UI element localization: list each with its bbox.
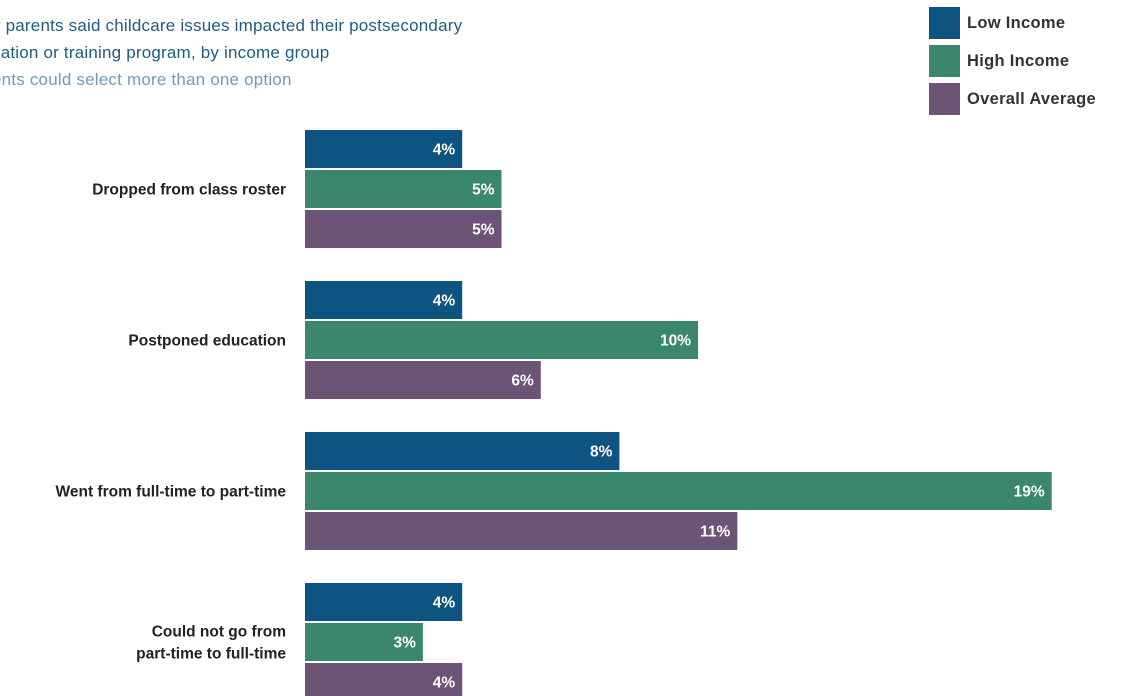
category-label-postponed-education: Postponed education xyxy=(128,333,286,350)
data-label-low-income-dropped-from-class-roster: 4% xyxy=(433,142,456,159)
legend-swatch-overall-average xyxy=(929,83,960,115)
data-label-high-income-dropped-from-class-roster: 5% xyxy=(472,182,495,199)
category-label-dropped-from-class-roster: Dropped from class roster xyxy=(92,182,286,199)
data-label-high-income-postponed-education: 10% xyxy=(660,333,691,350)
data-label-overall-average-dropped-from-class-roster: 5% xyxy=(472,222,495,239)
bar-low-income-could-not-go-from-part-time-to-full-time xyxy=(305,583,463,621)
legend-item-overall-average: Overall Average xyxy=(929,83,1096,115)
bar-high-income-dropped-from-class-roster xyxy=(305,170,502,208)
chart-title-line-2: cation or training program, by income gr… xyxy=(0,43,330,62)
bar-overall-average-could-not-go-from-part-time-to-full-time xyxy=(305,663,463,696)
category-label-could-not-go-from-part-time-to-full-time-line-1: Could not go from xyxy=(152,624,286,641)
data-label-overall-average-went-from-full-time-to-part-time: 11% xyxy=(700,524,730,541)
data-label-overall-average-postponed-education: 6% xyxy=(511,373,534,390)
bar-low-income-postponed-education xyxy=(305,281,463,319)
legend-item-high-income: High Income xyxy=(929,45,1096,77)
bar-overall-average-postponed-education xyxy=(305,361,541,399)
bar-high-income-postponed-education xyxy=(305,321,698,359)
legend-swatch-low-income xyxy=(929,7,960,39)
legend-item-low-income: Low Income xyxy=(929,7,1096,39)
data-label-low-income-could-not-go-from-part-time-to-full-time: 4% xyxy=(433,595,456,612)
category-label-could-not-go-from-part-time-to-full-time-line-2: part-time to full-time xyxy=(136,646,286,663)
bar-low-income-dropped-from-class-roster xyxy=(305,130,463,168)
bar-high-income-could-not-go-from-part-time-to-full-time xyxy=(305,623,423,661)
bar-overall-average-dropped-from-class-roster xyxy=(305,210,502,248)
data-label-low-income-postponed-education: 4% xyxy=(433,293,456,310)
legend-label-low-income: Low Income xyxy=(967,13,1066,32)
bar-high-income-went-from-full-time-to-part-time xyxy=(305,472,1052,510)
chart-legend: Low Income High Income Overall Average xyxy=(929,7,1096,121)
legend-swatch-high-income xyxy=(929,45,960,77)
chart-subtitle: ents could select more than one option xyxy=(0,70,292,89)
data-label-overall-average-could-not-go-from-part-time-to-full-time: 4% xyxy=(433,675,456,692)
data-label-low-income-went-from-full-time-to-part-time: 8% xyxy=(590,444,613,461)
category-label-went-from-full-time-to-part-time: Went from full-time to part-time xyxy=(56,484,287,501)
chart-title-line-1: y parents said childcare issues impacted… xyxy=(0,16,463,35)
legend-label-overall-average: Overall Average xyxy=(967,89,1096,108)
bar-overall-average-went-from-full-time-to-part-time xyxy=(305,512,738,550)
data-label-high-income-went-from-full-time-to-part-time: 19% xyxy=(1014,484,1045,501)
legend-label-high-income: High Income xyxy=(967,51,1070,70)
data-label-high-income-could-not-go-from-part-time-to-full-time: 3% xyxy=(393,635,416,652)
bar-low-income-went-from-full-time-to-part-time xyxy=(305,432,620,470)
chart-title-block: y parents said childcare issues impacted… xyxy=(0,12,462,93)
